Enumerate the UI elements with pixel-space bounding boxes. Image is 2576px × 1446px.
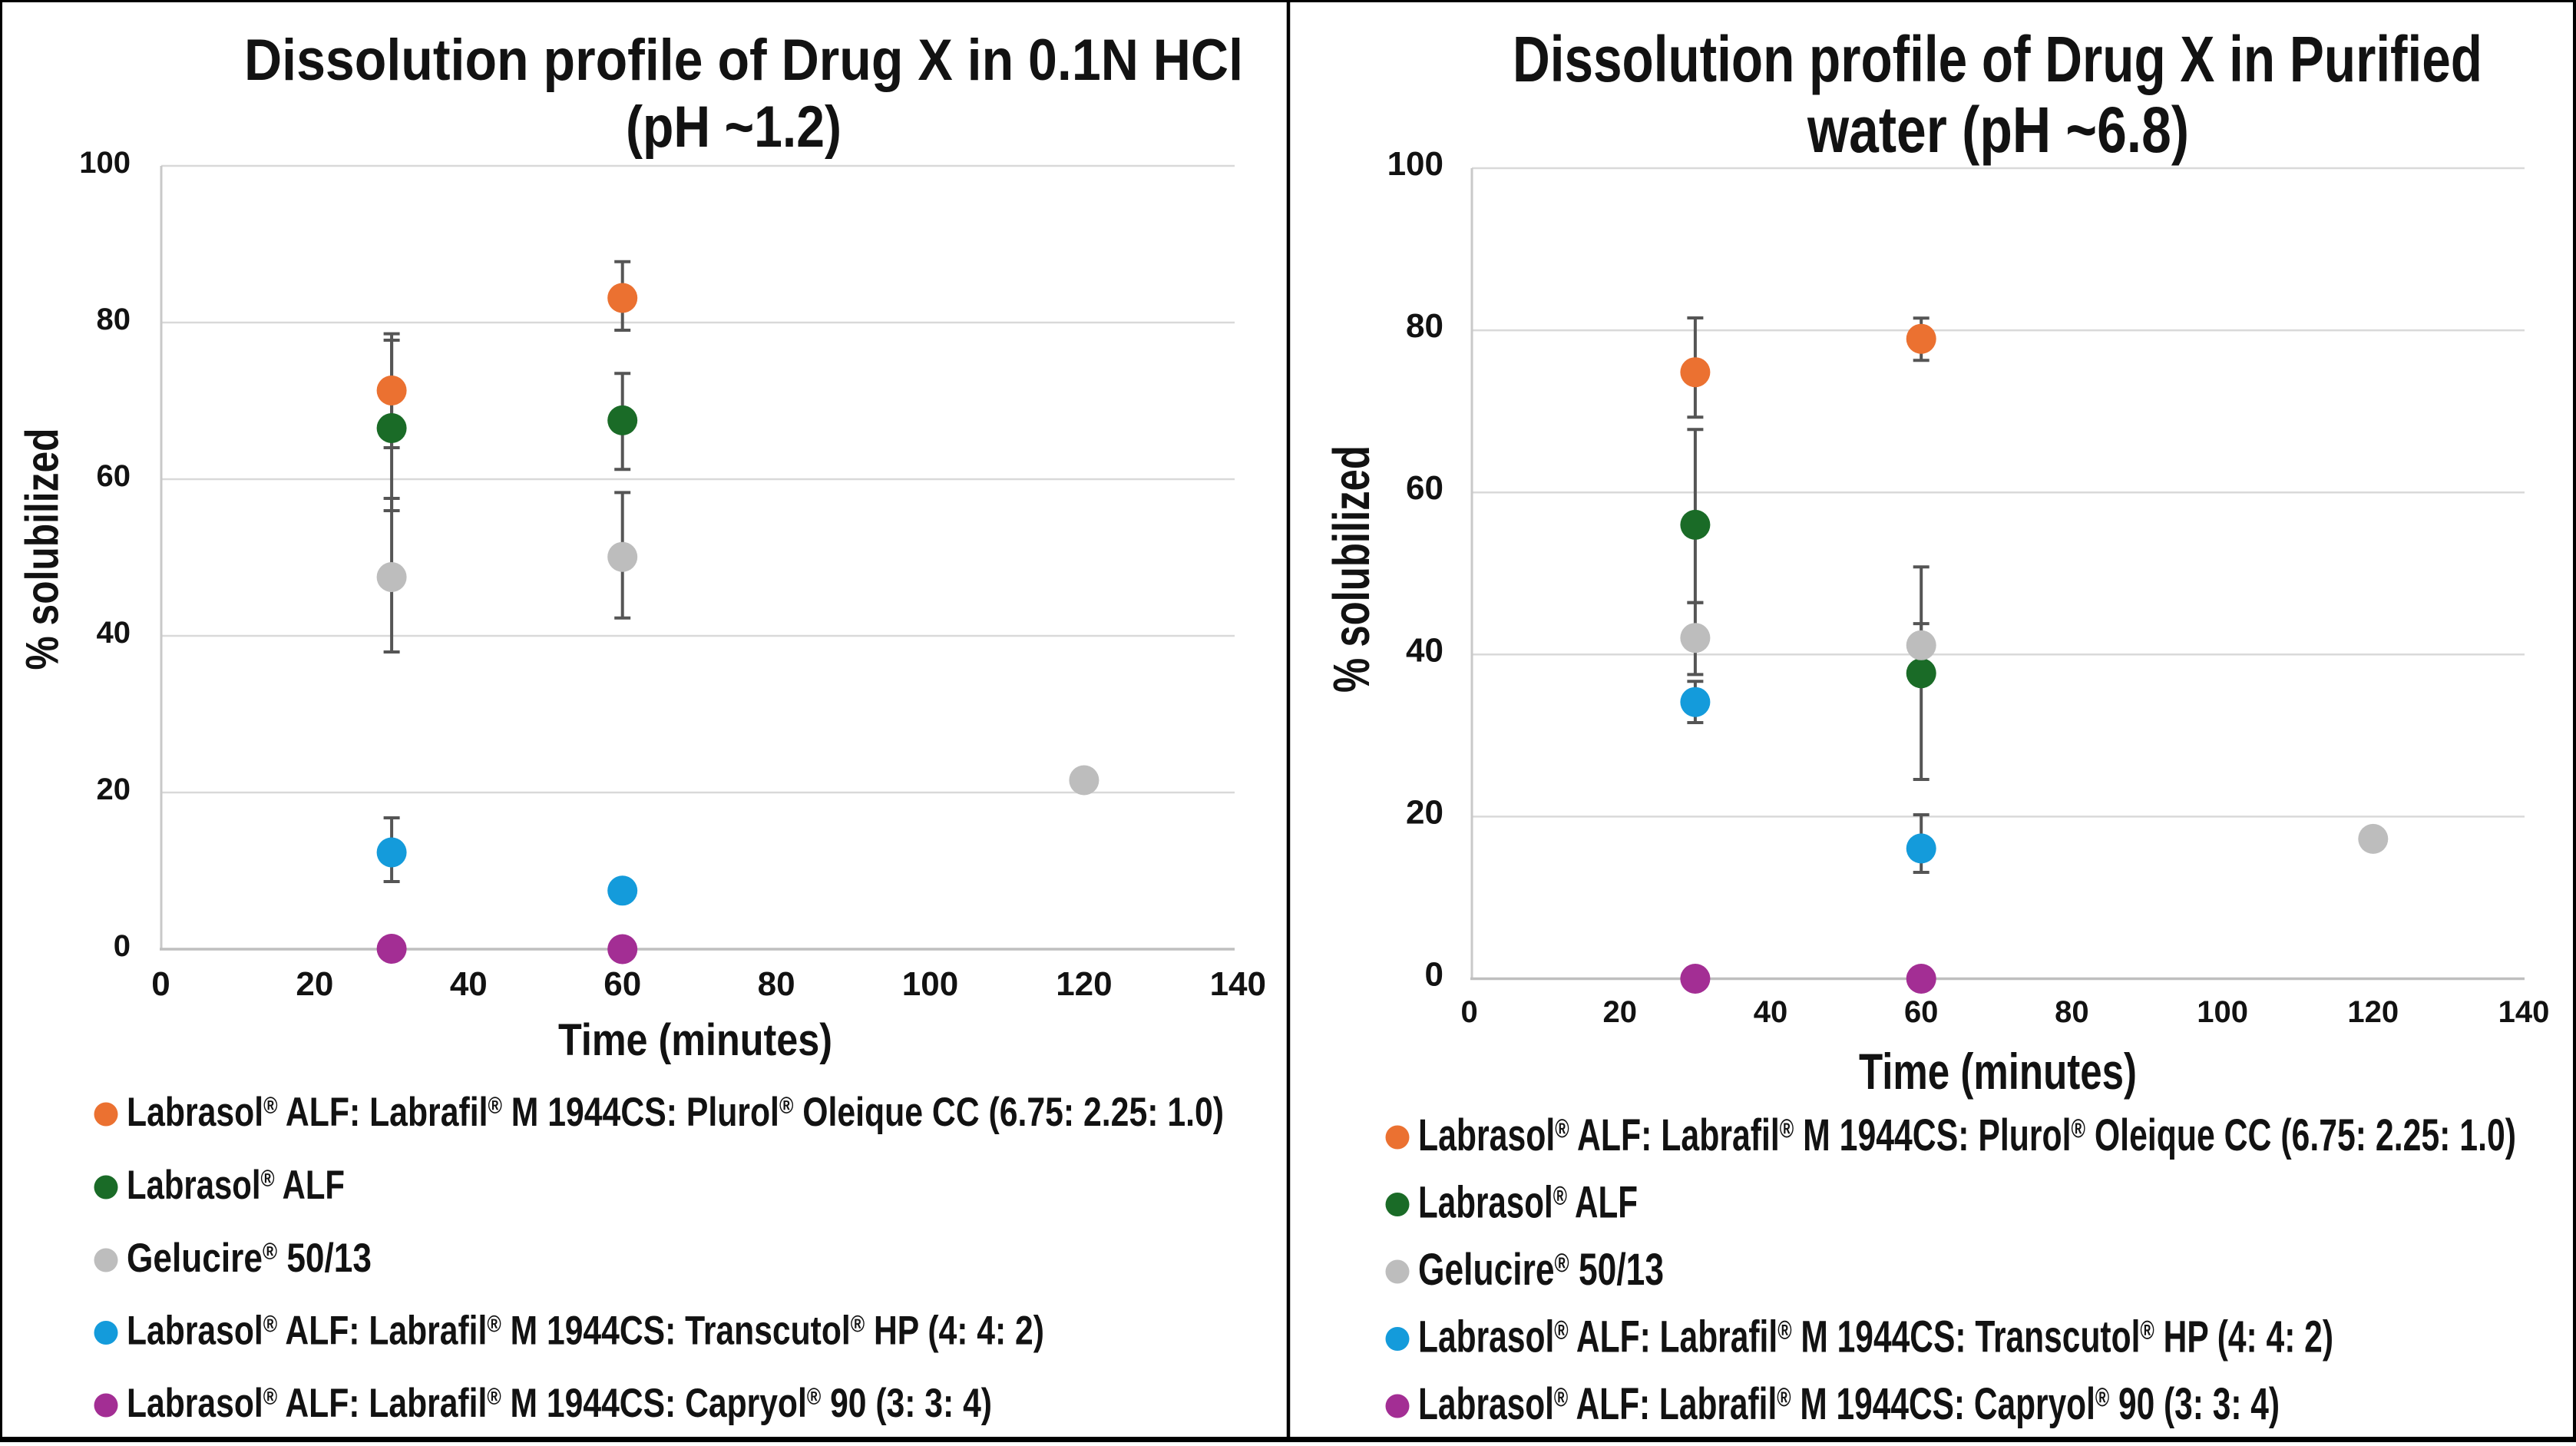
svg-text:Gelucire® 50/13: Gelucire® 50/13 bbox=[1418, 1245, 1664, 1295]
svg-text:100: 100 bbox=[1387, 145, 1443, 183]
svg-text:Labrasol® ALF: Labrafil® M 194: Labrasol® ALF: Labrafil® M 1944CS: Pluro… bbox=[127, 1090, 1224, 1135]
svg-text:20: 20 bbox=[296, 965, 333, 1003]
svg-text:120: 120 bbox=[2347, 995, 2399, 1029]
svg-text:0: 0 bbox=[151, 965, 170, 1003]
svg-text:120: 120 bbox=[1056, 965, 1112, 1003]
svg-text:Labrasol® ALF: Labrafil® M 194: Labrasol® ALF: Labrafil® M 1944CS: Trans… bbox=[1418, 1312, 2333, 1362]
svg-text:100: 100 bbox=[2197, 995, 2248, 1029]
svg-text:Gelucire® 50/13: Gelucire® 50/13 bbox=[127, 1236, 372, 1281]
svg-text:% solubilized: % solubilized bbox=[1323, 445, 1381, 693]
svg-text:40: 40 bbox=[1406, 631, 1443, 669]
svg-text:Time (minutes): Time (minutes) bbox=[558, 1015, 832, 1065]
svg-text:60: 60 bbox=[1904, 995, 1939, 1029]
svg-text:(pH ~1.2): (pH ~1.2) bbox=[626, 94, 842, 160]
svg-text:40: 40 bbox=[450, 965, 488, 1003]
svg-text:80: 80 bbox=[97, 303, 131, 336]
svg-text:Dissolution profile of Drug X: Dissolution profile of Drug X in 0.1N HC… bbox=[244, 28, 1243, 93]
svg-text:100: 100 bbox=[902, 965, 958, 1003]
svg-text:40: 40 bbox=[97, 616, 131, 650]
svg-text:80: 80 bbox=[2055, 995, 2089, 1029]
svg-text:140: 140 bbox=[1210, 965, 1266, 1003]
svg-text:0: 0 bbox=[1460, 995, 1477, 1029]
svg-text:60: 60 bbox=[603, 965, 641, 1003]
svg-text:water (pH ~6.8): water (pH ~6.8) bbox=[1807, 94, 2189, 166]
svg-text:Labrasol® ALF: Labrafil® M 194: Labrasol® ALF: Labrafil® M 1944CS: Capry… bbox=[1418, 1379, 2280, 1429]
svg-text:80: 80 bbox=[758, 965, 795, 1003]
svg-text:80: 80 bbox=[1406, 307, 1443, 345]
svg-text:20: 20 bbox=[1406, 793, 1443, 831]
svg-text:0: 0 bbox=[1425, 956, 1443, 994]
svg-text:60: 60 bbox=[1406, 469, 1443, 507]
svg-text:0: 0 bbox=[114, 929, 131, 963]
svg-text:60: 60 bbox=[97, 459, 131, 493]
svg-text:Labrasol® ALF: Labrasol® ALF bbox=[127, 1163, 345, 1208]
svg-text:20: 20 bbox=[1603, 995, 1638, 1029]
svg-text:100: 100 bbox=[79, 146, 131, 180]
svg-text:Time (minutes): Time (minutes) bbox=[1859, 1043, 2137, 1100]
svg-text:Labrasol® ALF: Labrafil® M 194: Labrasol® ALF: Labrafil® M 1944CS: Trans… bbox=[127, 1309, 1044, 1354]
svg-text:Labrasol® ALF: Labrafil® M 194: Labrasol® ALF: Labrafil® M 1944CS: Capry… bbox=[127, 1381, 992, 1426]
svg-text:140: 140 bbox=[2498, 995, 2550, 1029]
svg-text:20: 20 bbox=[97, 773, 131, 806]
svg-text:Dissolution profile of Drug X: Dissolution profile of Drug X in Purifie… bbox=[1513, 23, 2482, 95]
svg-text:% solubilized: % solubilized bbox=[17, 429, 68, 670]
svg-text:Labrasol® ALF: Labrafil® M 194: Labrasol® ALF: Labrafil® M 1944CS: Pluro… bbox=[1418, 1110, 2516, 1160]
svg-text:40: 40 bbox=[1754, 995, 1788, 1029]
svg-text:Labrasol® ALF: Labrasol® ALF bbox=[1418, 1178, 1638, 1228]
